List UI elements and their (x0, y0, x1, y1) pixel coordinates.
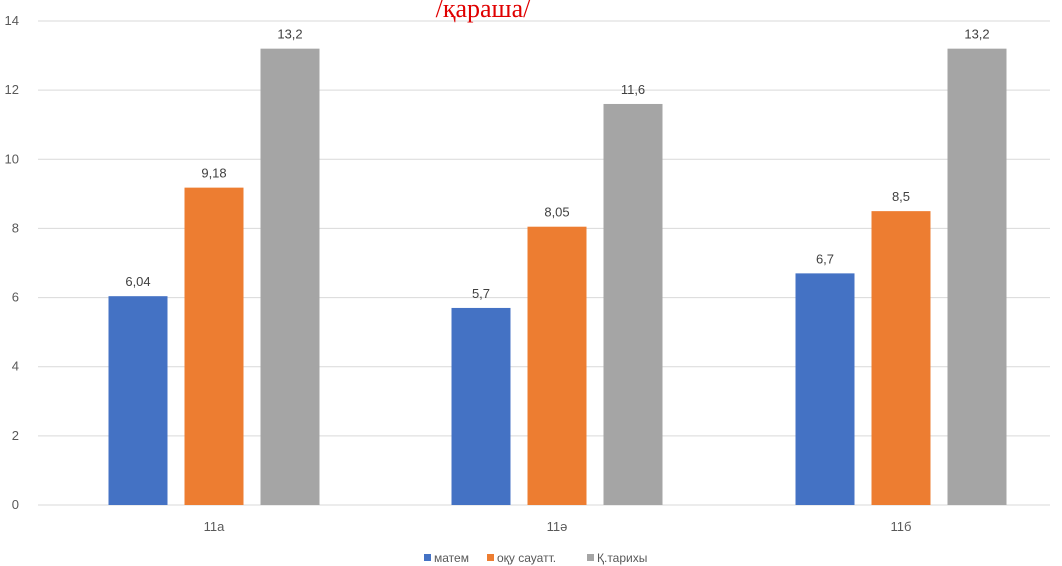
y-tick-label: 2 (12, 428, 19, 443)
legend-item: оқу сауатт. (487, 551, 556, 565)
y-tick-label: 4 (12, 359, 19, 374)
y-tick-label: 0 (12, 497, 19, 512)
data-label: 6,7 (816, 251, 834, 266)
legend-swatch (587, 554, 594, 561)
x-axis-tick-labels: 11а 11ә 11б (204, 519, 912, 534)
y-tick-label: 10 (5, 151, 19, 166)
data-label: 13,2 (277, 27, 302, 42)
data-label: 5,7 (472, 286, 490, 301)
y-tick-label: 8 (12, 220, 19, 235)
chart-title: /қараша/ (436, 0, 531, 23)
x-tick-label: 11ә (547, 519, 568, 534)
x-tick-label: 11б (891, 519, 912, 534)
bar (947, 48, 1007, 506)
data-label: 13,2 (964, 27, 989, 42)
data-label: 6,04 (125, 274, 150, 289)
bar (451, 307, 511, 505)
legend-item: матем (424, 551, 469, 565)
data-label: 8,05 (544, 205, 569, 220)
bar (527, 226, 587, 505)
legend: матем оқу сауатт. Қ.тарихы (424, 551, 647, 565)
bar (260, 48, 320, 506)
data-label: 8,5 (892, 189, 910, 204)
data-labels: 6,04 9,18 13,2 5,7 8,05 11,6 6,7 8,5 13,2 (125, 27, 989, 301)
legend-swatch (424, 554, 431, 561)
bar (795, 273, 855, 505)
bar (603, 103, 663, 505)
legend-swatch (487, 554, 494, 561)
legend-label: Қ.тарихы (597, 551, 647, 565)
bar (871, 211, 931, 505)
legend-label: матем (434, 551, 469, 565)
y-axis-tick-labels: 0 2 4 6 8 10 12 14 (5, 13, 19, 512)
legend-item: Қ.тарихы (587, 551, 647, 565)
y-tick-label: 12 (5, 82, 19, 97)
y-tick-label: 6 (12, 290, 19, 305)
bar (184, 187, 244, 506)
y-tick-label: 14 (5, 13, 19, 28)
legend-label: оқу сауатт. (497, 551, 556, 565)
bar (108, 296, 168, 505)
x-tick-label: 11а (204, 519, 225, 534)
bars (108, 48, 1007, 506)
data-label: 9,18 (201, 166, 226, 181)
data-label: 11,6 (621, 82, 645, 97)
